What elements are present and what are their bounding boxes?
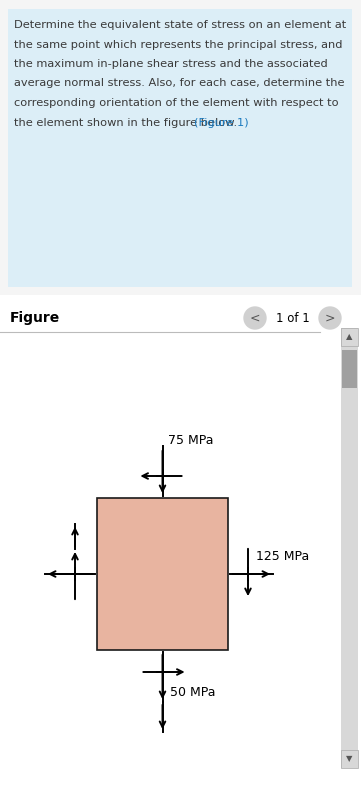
Bar xyxy=(341,328,358,346)
Text: the element shown in the figure below.: the element shown in the figure below. xyxy=(14,117,241,128)
Text: <: < xyxy=(250,311,260,325)
Circle shape xyxy=(319,307,341,329)
Text: 50 MPa: 50 MPa xyxy=(170,686,216,699)
Bar xyxy=(341,750,358,768)
Text: (Figure 1): (Figure 1) xyxy=(194,117,249,128)
Text: average normal stress. Also, for each case, determine the: average normal stress. Also, for each ca… xyxy=(14,78,344,89)
Text: Figure: Figure xyxy=(10,311,60,325)
Text: Determine the equivalent state of stress on an element at: Determine the equivalent state of stress… xyxy=(14,20,346,30)
Text: ▲: ▲ xyxy=(346,333,353,342)
Text: 75 MPa: 75 MPa xyxy=(168,433,213,447)
Circle shape xyxy=(244,307,266,329)
Text: 125 MPa: 125 MPa xyxy=(256,550,309,563)
Bar xyxy=(342,350,357,388)
Text: the maximum in-plane shear stress and the associated: the maximum in-plane shear stress and th… xyxy=(14,59,328,69)
Text: the same point which represents the principal stress, and: the same point which represents the prin… xyxy=(14,39,343,49)
FancyBboxPatch shape xyxy=(8,9,352,287)
Bar xyxy=(341,328,358,768)
Bar xyxy=(97,498,228,650)
Text: corresponding orientation of the element with respect to: corresponding orientation of the element… xyxy=(14,98,339,108)
Text: 1 of 1: 1 of 1 xyxy=(276,311,309,325)
Text: >: > xyxy=(325,311,335,325)
Text: ▼: ▼ xyxy=(346,754,353,764)
